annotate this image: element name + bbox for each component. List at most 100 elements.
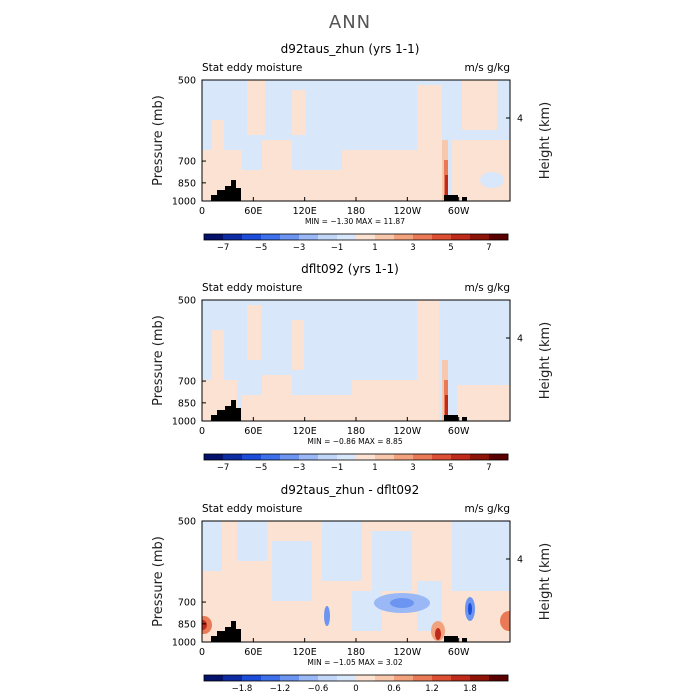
colorbar-swatch bbox=[375, 675, 395, 681]
topography-mask bbox=[462, 197, 467, 201]
topography-mask bbox=[444, 415, 458, 421]
colorbar-swatch bbox=[242, 234, 262, 240]
colorbar: −1.8 −1.2 −0.6 0 0.6 1.2 1.8 bbox=[203, 674, 509, 694]
left-label: Stat eddy moisture bbox=[202, 62, 302, 74]
xtick-label: 60E bbox=[244, 206, 262, 217]
ytick-right-label: 4 bbox=[517, 334, 523, 345]
right-label: m/s g/kg bbox=[464, 503, 510, 515]
ytick-label: 1000 bbox=[172, 417, 196, 428]
colorbar-swatch bbox=[394, 454, 414, 460]
colorbar-swatch bbox=[204, 675, 224, 681]
colorbar-swatch bbox=[280, 675, 300, 681]
colorbar-tick-label: −3 bbox=[293, 463, 306, 473]
colorbar-swatch bbox=[432, 454, 452, 460]
topography-mask bbox=[211, 195, 217, 201]
xtick-label: 180 bbox=[347, 426, 365, 437]
colorbar-swatch bbox=[489, 675, 509, 681]
colorbar-tick-label: 1.8 bbox=[463, 684, 477, 694]
panel-title: d92taus_zhun - dflt092 bbox=[281, 483, 420, 497]
colorbar-swatch bbox=[204, 234, 224, 240]
xtick-label: 60W bbox=[448, 426, 470, 437]
negative-region bbox=[480, 172, 504, 188]
negative-region bbox=[272, 541, 312, 601]
positive-region bbox=[247, 80, 265, 135]
negative-region bbox=[468, 603, 472, 615]
ytick-label: 1000 bbox=[172, 638, 196, 649]
colorbar-swatch bbox=[413, 234, 433, 240]
ylabel: Pressure (mb) bbox=[151, 536, 166, 627]
topography-mask bbox=[231, 180, 236, 201]
ytick-label: 700 bbox=[178, 157, 196, 168]
topography-mask bbox=[211, 636, 217, 642]
topography-mask bbox=[225, 186, 231, 201]
colorbar-swatch bbox=[451, 234, 471, 240]
xtick-label: 0 bbox=[199, 647, 205, 658]
contour-field bbox=[202, 300, 510, 421]
ytick-right-label: 4 bbox=[517, 114, 523, 125]
topography-mask bbox=[231, 400, 236, 421]
negative-region bbox=[372, 531, 412, 591]
colorbar: −7 −5 −3 −1 1 3 5 7 bbox=[203, 453, 509, 473]
negative-region bbox=[324, 606, 330, 626]
colorbar-swatch bbox=[280, 454, 300, 460]
min-max-stats: MIN = −0.86 MAX = 8.85 bbox=[307, 437, 402, 446]
xtick-label: 120E bbox=[293, 647, 317, 658]
topography-mask bbox=[236, 188, 241, 201]
colorbar-swatch bbox=[356, 454, 376, 460]
xtick-label: 120W bbox=[394, 647, 422, 658]
ytick-label: 850 bbox=[178, 398, 196, 409]
topography-mask bbox=[231, 621, 236, 642]
xtick-label: 60W bbox=[448, 206, 470, 217]
colorbar-swatch bbox=[394, 234, 414, 240]
maximum-contour bbox=[445, 395, 448, 421]
colorbar-swatch bbox=[318, 234, 338, 240]
colorbar-tick-label: −7 bbox=[217, 243, 230, 253]
colorbar-swatch bbox=[337, 234, 357, 240]
colorbar-swatch bbox=[489, 234, 509, 240]
page-title: ANN bbox=[328, 12, 372, 33]
colorbar-swatch bbox=[489, 454, 509, 460]
ylabel-right: Height (km) bbox=[538, 543, 553, 620]
ytick-label: 500 bbox=[178, 517, 196, 528]
colorbar-swatch bbox=[223, 454, 243, 460]
ylabel: Pressure (mb) bbox=[151, 95, 166, 186]
colorbar-swatch bbox=[413, 675, 433, 681]
colorbar-swatch bbox=[318, 675, 338, 681]
colorbar-tick-label: −5 bbox=[255, 463, 268, 473]
colorbar-tick-label: 1 bbox=[372, 243, 377, 253]
positive-region bbox=[457, 385, 510, 421]
xtick-label: 120W bbox=[394, 426, 422, 437]
topography-mask bbox=[236, 408, 241, 421]
negative-region bbox=[352, 591, 382, 631]
colorbar-swatch bbox=[470, 675, 490, 681]
left-label: Stat eddy moisture bbox=[202, 282, 302, 294]
colorbar-swatch bbox=[451, 675, 471, 681]
colorbar-swatch bbox=[280, 234, 300, 240]
colorbar-tick-label: 1 bbox=[372, 463, 377, 473]
xtick-label: 60W bbox=[448, 647, 470, 658]
colorbar-tick-label: 5 bbox=[448, 243, 453, 253]
topography-mask bbox=[211, 415, 217, 421]
topography-mask bbox=[217, 410, 225, 421]
positive-region bbox=[247, 305, 261, 360]
left-label: Stat eddy moisture bbox=[202, 503, 302, 515]
right-label: m/s g/kg bbox=[464, 282, 510, 294]
colorbar-swatch bbox=[299, 454, 319, 460]
colorbar-swatch bbox=[337, 454, 357, 460]
colorbar-tick-label: −1.8 bbox=[232, 684, 253, 694]
right-label: m/s g/kg bbox=[464, 62, 510, 74]
chart-panel-3: d92taus_zhun - dflt092 Stat eddy moisture… bbox=[151, 483, 553, 694]
ytick-label: 700 bbox=[178, 598, 196, 609]
ylabel-right: Height (km) bbox=[538, 322, 553, 399]
contour-field bbox=[202, 80, 510, 201]
chart-panel-1: d92taus_zhun (yrs 1-1) Stat eddy moisture… bbox=[151, 42, 553, 253]
colorbar-swatch bbox=[318, 454, 338, 460]
positive-region bbox=[417, 300, 439, 421]
xtick-label: 60E bbox=[244, 426, 262, 437]
colorbar: −7 −5 −3 −1 1 3 5 7 bbox=[203, 233, 509, 253]
colorbar-swatch bbox=[470, 454, 490, 460]
ytick-label: 850 bbox=[178, 178, 196, 189]
colorbar-swatch bbox=[451, 454, 471, 460]
colorbar-swatch bbox=[375, 454, 395, 460]
